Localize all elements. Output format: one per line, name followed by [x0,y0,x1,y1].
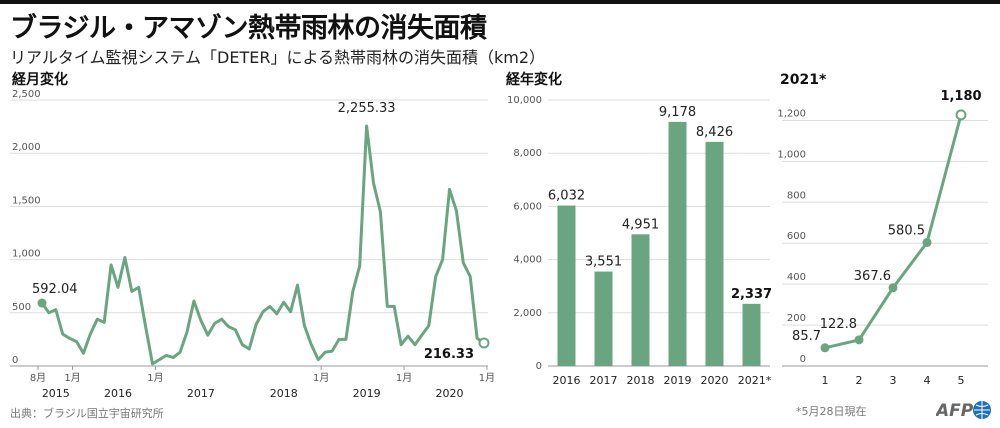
chart-2021-title: 2021* [780,72,827,88]
c2021-point [854,335,864,345]
c2021-point [955,109,967,121]
c2021-point [922,237,932,247]
monthly-y-tick-label: 1,000 [12,249,41,260]
footnote: *5月28日現在 [796,405,867,418]
page-title: ブラジル・アマゾン熱帯雨林の消失面積 [10,13,487,44]
annual-category-label: 2020 [701,374,729,387]
page-subtitle: リアルタイム監視システム「DETER」による熱帯雨林の消失面積（km2） [10,48,546,67]
top-rule [0,0,1000,4]
c2021-y-tick-label: 0 [800,354,806,365]
c2021-y-tick-label: 1,200 [777,108,806,119]
monthly-chart: 経月変化 0 500 1,000 1,500 2,000 2,500 592.04 2,255… [10,71,495,400]
afp-logo: AFP [936,401,991,421]
annual-bar [557,205,576,366]
monthly-year-label: 2019 [353,387,381,400]
chart-2021: 2021* 0 200 400 600 800 1,000 1,200 85.7 1 122.8 2… [777,72,988,387]
annual-category-label: 2017 [590,374,618,387]
annual-bar [668,121,687,366]
annual-y-tick-label: 10,000 [507,95,542,106]
monthly-x-tick-label: 1月 [313,372,329,384]
annual-category-label: 2019 [664,374,692,387]
annual-chart-title: 経年変化 [506,71,562,88]
monthly-x-tick-label: 1月 [396,372,412,384]
c2021-category-label: 5 [958,374,965,387]
annual-value-label: 4,951 [622,217,659,232]
c2021-y-tick-label: 800 [787,190,806,201]
c2021-category-label: 3 [890,374,897,387]
annual-y-tick-label: 8,000 [513,148,542,159]
c2021-point [888,283,898,293]
monthly-x-tick-label: 1月 [147,372,163,384]
annual-category-label: 2021* [738,374,772,387]
monthly-point-start [37,298,47,308]
c2021-point [820,343,830,353]
annual-bar [705,141,724,366]
annual-y-tick-label: 6,000 [513,201,542,212]
monthly-y-tick-label: 2,000 [12,142,41,153]
annual-bar [594,271,613,366]
monthly-point-end [478,337,490,349]
monthly-value-label: 592.04 [32,282,78,297]
monthly-year-label: 2016 [104,387,132,400]
c2021-y-tick-label: 400 [787,272,806,283]
annual-category-label: 2016 [553,374,581,387]
annual-category-label: 2018 [627,374,655,387]
c2021-value-label: 367.6 [854,269,891,284]
monthly-y-tick-label: 2,500 [12,89,41,100]
c2021-value-label: 1,180 [940,89,981,104]
monthly-series-line [40,124,485,366]
monthly-x-tick-label: 1月 [479,372,495,384]
monthly-value-label: 216.33 [424,347,474,362]
annual-value-label: 9,178 [659,105,696,120]
monthly-y-tick-label: 1,500 [12,195,41,206]
c2021-y-tick-label: 600 [787,231,806,242]
monthly-year-label: 2015 [42,387,70,400]
monthly-chart-title: 経月変化 [12,71,68,88]
monthly-year-label: 2020 [435,387,463,400]
c2021-category-label: 4 [924,374,931,387]
annual-y-tick-label: 2,000 [513,308,542,319]
c2021-value-label: 580.5 [888,223,925,238]
c2021-category-label: 2 [856,374,863,387]
monthly-y-tick-label: 0 [12,355,18,366]
c2021-y-tick-label: 1,000 [777,149,806,160]
annual-y-tick-label: 0 [536,361,542,372]
annual-y-tick-label: 4,000 [513,255,542,266]
c2021-y-tick-label: 200 [787,313,806,324]
c2021-value-label: 85.7 [792,329,821,344]
annual-chart: 経年変化 0 2,000 4,000 6,000 8,000 10,000 6,032 201… [506,71,772,387]
monthly-year-label: 2017 [187,387,215,400]
source-note: 出典：ブラジル国立宇宙研究所 [10,407,164,420]
monthly-year-label: 2018 [270,387,298,400]
monthly-x-tick-label: 8月 [30,372,46,384]
monthly-y-tick-label: 500 [12,302,31,313]
afp-logo-text: AFP [936,401,974,421]
annual-bar [631,234,650,366]
monthly-x-tick-label: 1月 [64,372,80,384]
annual-value-label: 8,426 [696,125,733,140]
monthly-value-label: 2,255.33 [338,101,396,116]
c2021-value-label: 122.8 [820,317,857,332]
annual-value-label: 3,551 [585,255,622,270]
annual-value-label: 6,032 [548,189,585,204]
c2021-category-label: 1 [822,374,829,387]
annual-bar [742,303,761,366]
annual-value-label: 2,337 [731,287,772,302]
